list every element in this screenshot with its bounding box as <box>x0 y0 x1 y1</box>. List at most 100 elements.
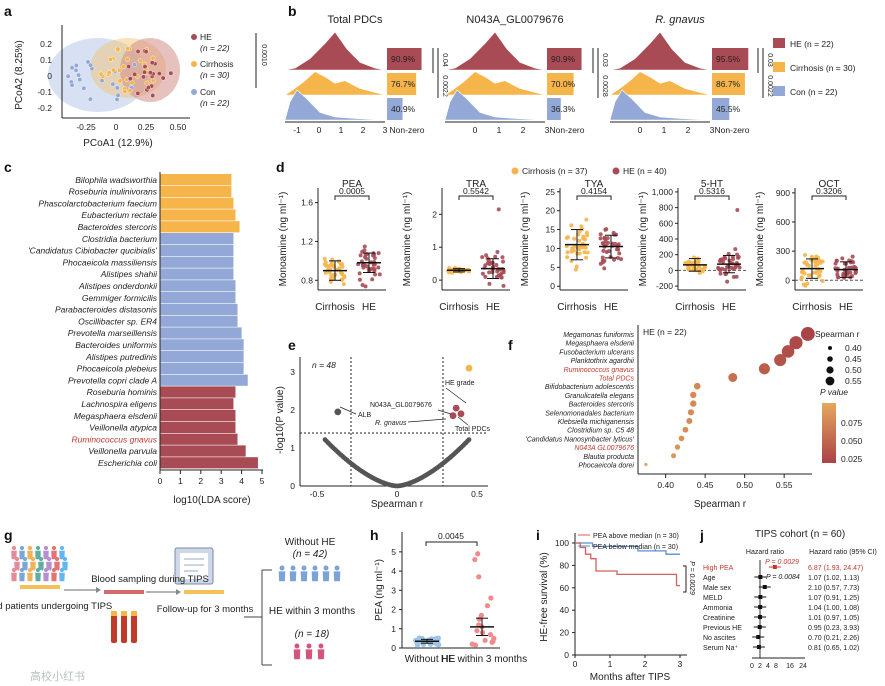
nonzero-bar <box>547 48 582 70</box>
h-ytick: 4 <box>391 566 396 576</box>
b-title: Total PDCs <box>327 14 383 26</box>
d-point <box>357 271 362 276</box>
d-point <box>736 255 741 260</box>
f-xtick: 0.40 <box>657 480 674 490</box>
d-ytick: 200 <box>659 250 673 260</box>
d-ytick: 0 <box>550 281 555 291</box>
pcoa-ytick: 0.2 <box>40 39 52 49</box>
i-ylabel: HE-free survival (%) <box>539 552 550 641</box>
d-point <box>581 234 586 239</box>
person-icon <box>312 565 318 571</box>
d-point <box>480 271 485 276</box>
pcoa-point <box>88 62 93 68</box>
d-ytick: 600 <box>776 217 790 227</box>
forest-xtick: 16 <box>786 663 794 670</box>
forest-row-hr: 2.10 (0.57, 7.73) <box>808 585 859 592</box>
d-point <box>357 277 362 282</box>
person-icon <box>59 567 65 573</box>
person-icon <box>14 556 20 562</box>
pcoa-point <box>88 96 93 102</box>
d-point <box>731 256 736 261</box>
person-icon <box>11 545 17 551</box>
f-row-label: Megasphaera elsdenii <box>566 341 635 348</box>
pcoa-point <box>98 71 104 77</box>
h-ytick: 1 <box>391 624 396 634</box>
density-curve <box>284 89 386 121</box>
d-point <box>499 275 504 280</box>
d-ytick: 20 <box>546 206 556 216</box>
pcoa-point <box>142 69 147 75</box>
b-legend-cirrhosis: Cirrhosis (n = 30) <box>790 63 856 73</box>
lda-bar-label: Eubacterium rectale <box>81 210 157 220</box>
arrow-alb <box>339 406 357 415</box>
i-legend-below: PEA below median (n = 30) <box>593 544 678 551</box>
label-he-grade: HE grade <box>445 380 475 387</box>
i-ytick: 60 <box>560 583 570 593</box>
d-point <box>716 265 721 270</box>
lda-bar-label: Alistipes shahii <box>100 269 158 279</box>
volcano-xlabel: Spearman r <box>371 499 424 510</box>
d-point <box>330 276 335 281</box>
f-bubble <box>728 373 738 382</box>
lda-bar <box>160 339 244 351</box>
d-point <box>598 261 603 266</box>
pcoa-point <box>99 78 105 84</box>
lda-bar <box>160 421 236 433</box>
d-point <box>805 281 810 286</box>
d-sig-bracket <box>811 195 847 200</box>
i-ytick: 80 <box>560 560 570 570</box>
panel-f-label: f <box>508 337 513 353</box>
legend-con: Con <box>200 87 216 97</box>
h-point <box>480 630 486 636</box>
person-body-icon <box>19 572 25 582</box>
legend-he: HE <box>200 32 212 42</box>
d-point <box>619 257 624 262</box>
d-point <box>720 266 725 271</box>
d-point <box>362 244 367 249</box>
volcano-highlight <box>457 410 465 418</box>
f-size-legend-label: 0.45 <box>845 354 862 364</box>
legend-he-dot <box>191 34 197 40</box>
pcoa-point <box>143 49 149 55</box>
b-xtick: 0 <box>638 125 643 135</box>
lda-bar-label: Oscillibacter sp. ER4 <box>78 316 157 326</box>
d-group-label: HE <box>604 302 618 313</box>
d-point <box>817 273 822 278</box>
pcoa-ytick: -0.1 <box>37 87 52 97</box>
lda-bars: Bilophila wadsworthia Roseburia inulinivo… <box>28 174 258 469</box>
f-row-label: Granulicatella elegans <box>565 393 635 400</box>
b-legend-he-swatch <box>773 38 785 48</box>
lda-bar <box>160 362 244 374</box>
pcoa-point <box>115 92 121 98</box>
i-xtick: 2 <box>643 659 648 669</box>
i-ytick: 0 <box>564 650 569 660</box>
lda-bar-label: Veillonella parvula <box>88 446 157 456</box>
lda-bar-label: Bacteroides stercoris <box>78 222 158 232</box>
lda-xlabel: log10(LDA score) <box>173 495 250 506</box>
d-point <box>376 251 381 256</box>
panel-h-points: 0 1 2 3 4 5 <box>391 547 497 653</box>
volcano-xtick: 0.5 <box>471 489 483 499</box>
d-point <box>483 274 488 279</box>
d-sig-bracket <box>694 195 730 200</box>
f-bubble <box>800 327 815 341</box>
b-xtick: 3 <box>710 125 715 135</box>
d-point <box>487 270 492 275</box>
person-icon <box>19 567 25 573</box>
h-point <box>476 574 482 580</box>
lda-bar <box>160 292 236 304</box>
f-bubble <box>682 426 689 433</box>
panel-c-label: c <box>4 159 12 175</box>
d-group-label: Cirrhosis <box>792 302 831 313</box>
panel-e-label: e <box>288 337 296 353</box>
d-point <box>577 238 582 243</box>
panel-j-label: j <box>699 527 704 543</box>
nonzero-value: 45.5% <box>716 104 741 114</box>
person-icon <box>19 545 25 551</box>
pcoa-point <box>149 60 155 66</box>
f-row-label: Ruminococcus gnavus <box>564 367 635 374</box>
label-alb: ALB <box>358 412 372 419</box>
lda-bar <box>160 410 236 422</box>
d-point <box>501 259 506 264</box>
